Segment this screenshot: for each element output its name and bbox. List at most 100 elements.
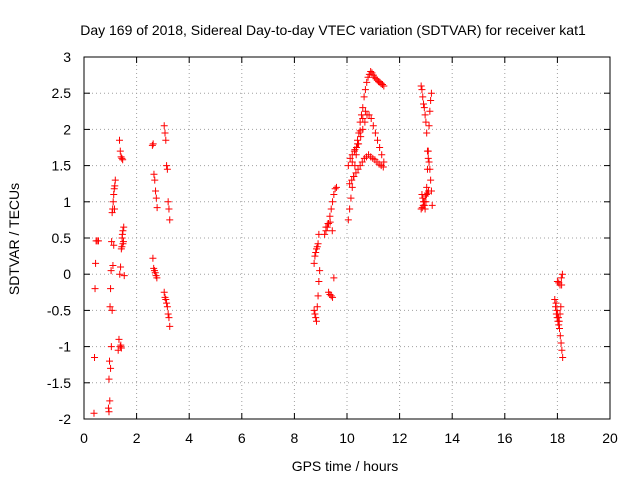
data-point — [116, 147, 124, 155]
data-point — [165, 314, 173, 322]
data-point — [117, 341, 125, 349]
data-point — [109, 262, 117, 270]
data-point — [148, 141, 156, 149]
data-point — [161, 129, 169, 137]
data-point — [328, 227, 336, 235]
data-point — [361, 118, 369, 126]
data-point — [105, 408, 113, 416]
x-tick-label: 14 — [444, 430, 460, 446]
data-point — [552, 299, 560, 307]
data-point — [427, 176, 435, 184]
data-point — [417, 205, 425, 213]
data-point — [164, 310, 172, 318]
y-tick-label: 0 — [63, 266, 71, 282]
data-point — [357, 133, 365, 141]
data-point — [107, 343, 115, 351]
data-point — [152, 187, 160, 195]
data-point — [313, 303, 321, 311]
data-point — [151, 269, 159, 277]
data-point — [367, 67, 375, 75]
data-point — [358, 158, 366, 166]
data-point — [106, 397, 114, 405]
data-point — [150, 170, 158, 178]
data-point — [363, 78, 371, 86]
data-point — [422, 191, 430, 199]
y-tick-labels: -2 -1.5 -1 -0.5 0 0.5 1 1.5 2 2.5 3 — [47, 49, 71, 427]
data-point — [166, 322, 174, 330]
data-point — [118, 243, 126, 251]
data-point — [330, 191, 338, 199]
data-point — [559, 353, 567, 361]
data-point — [348, 176, 356, 184]
data-point — [162, 136, 170, 144]
x-tick-label: 6 — [238, 430, 246, 446]
data-point — [380, 82, 388, 90]
data-point — [378, 151, 386, 159]
x-tick-label: 4 — [185, 430, 193, 446]
data-point — [558, 270, 566, 278]
data-point — [327, 292, 335, 300]
gridlines — [84, 57, 610, 419]
data-point — [163, 299, 171, 307]
data-point — [117, 263, 125, 271]
y-tick-label: 0.5 — [52, 230, 72, 246]
data-point — [326, 218, 334, 226]
data-point — [163, 165, 171, 173]
data-point — [108, 209, 116, 217]
data-point — [110, 185, 118, 193]
data-point — [106, 303, 114, 311]
x-tick-label: 10 — [339, 430, 355, 446]
data-point — [354, 136, 362, 144]
data-point — [322, 223, 330, 231]
y-tick-label: 2 — [63, 121, 71, 137]
data-point — [329, 198, 337, 206]
data-point — [426, 107, 434, 115]
data-point — [555, 321, 563, 329]
data-point — [379, 163, 387, 171]
y-tick-label: -0.5 — [47, 302, 71, 318]
data-point — [118, 230, 126, 238]
data-point — [553, 306, 561, 314]
data-point — [419, 93, 427, 101]
data-point — [421, 111, 429, 119]
data-point — [166, 216, 174, 224]
data-point — [153, 204, 161, 212]
data-point — [344, 162, 352, 170]
data-point — [348, 158, 356, 166]
data-point — [346, 154, 354, 162]
data-point — [417, 82, 425, 90]
data-point — [116, 136, 124, 144]
y-tick-label: -1.5 — [47, 375, 71, 391]
data-point — [118, 154, 126, 162]
data-point — [348, 183, 356, 191]
data-point — [350, 147, 358, 155]
data-point — [425, 122, 433, 130]
data-point — [330, 274, 338, 282]
x-tick-label: 2 — [133, 430, 141, 446]
data-point — [425, 187, 433, 195]
data-point — [331, 185, 339, 193]
x-tick-label: 16 — [497, 430, 513, 446]
data-point — [346, 205, 354, 213]
data-point — [556, 332, 564, 340]
data-point — [420, 198, 428, 206]
data-point — [365, 111, 373, 119]
data-point — [556, 325, 564, 332]
data-point — [120, 272, 128, 280]
data-point — [329, 293, 337, 301]
data-point — [152, 194, 160, 202]
data-point — [119, 156, 127, 164]
data-point — [163, 162, 171, 170]
data-point — [91, 353, 99, 361]
data-point — [314, 292, 322, 300]
data-point — [557, 303, 565, 311]
data-point — [310, 306, 318, 314]
data-point — [557, 274, 565, 282]
data-point — [420, 104, 428, 112]
y-axis-label: SDTVAR / TECUs — [6, 183, 22, 295]
data-point — [428, 201, 436, 209]
data-point — [108, 306, 116, 314]
data-point — [354, 165, 362, 173]
data-point — [554, 314, 562, 322]
